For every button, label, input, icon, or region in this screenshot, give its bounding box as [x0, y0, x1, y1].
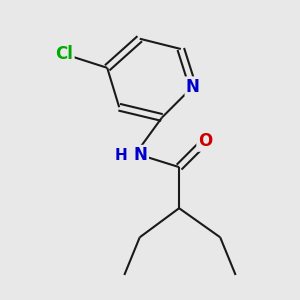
Text: H: H [115, 148, 127, 163]
Text: O: O [198, 132, 212, 150]
Text: N: N [134, 146, 148, 164]
Text: N: N [186, 78, 200, 96]
Text: Cl: Cl [56, 45, 73, 63]
